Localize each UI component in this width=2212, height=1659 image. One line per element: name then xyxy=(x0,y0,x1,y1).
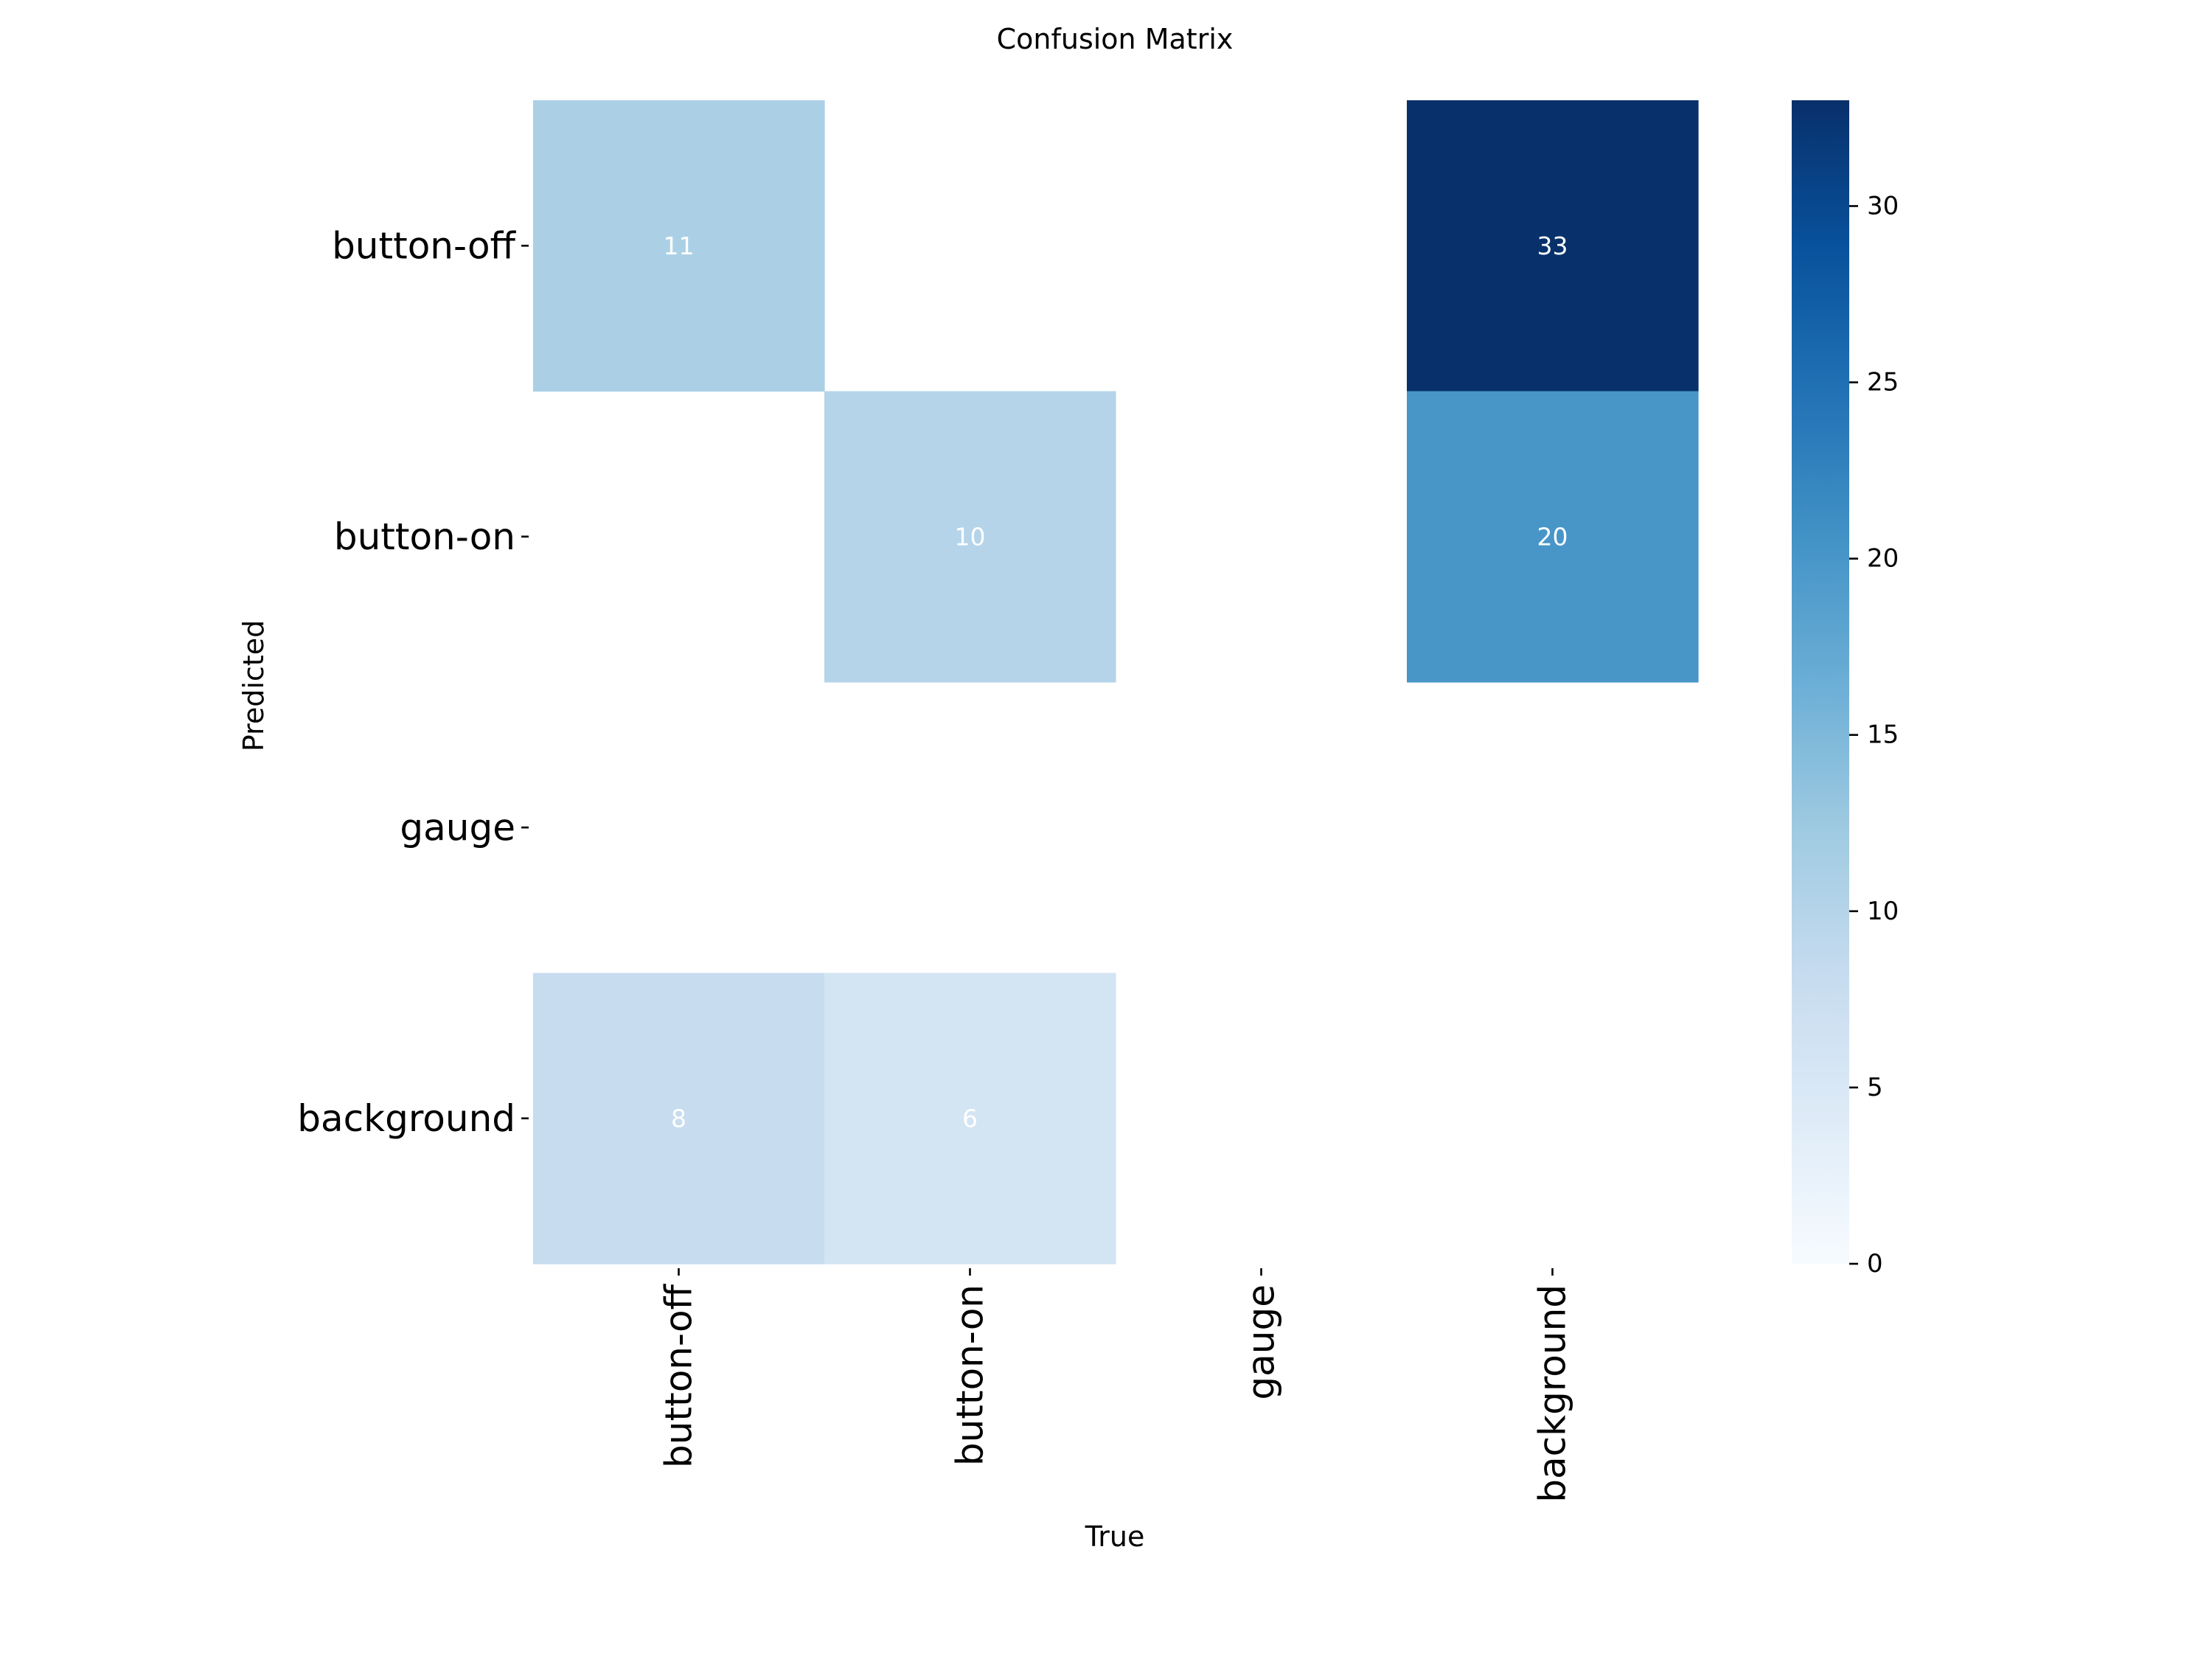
colorbar-tick-label: 30 xyxy=(1867,191,1899,220)
y-tick-label: background xyxy=(297,1097,515,1140)
x-tick-label: gauge xyxy=(1240,1284,1283,1400)
colorbar xyxy=(1792,100,1849,1264)
colorbar-tick-label: 20 xyxy=(1867,544,1899,574)
heatmap-cell xyxy=(533,973,825,1265)
heatmap-cells xyxy=(533,100,1699,1265)
heatmap-cell xyxy=(1407,391,1699,683)
cell-value-label: 33 xyxy=(1537,232,1568,260)
y-tick-label: button-on xyxy=(334,515,515,558)
heatmap-cell-labels: 11 33 10 20 8 6 xyxy=(664,232,1568,1133)
colorbar-ticks: 0 5 10 15 20 25 30 xyxy=(1849,191,1899,1279)
colorbar-tick-label: 15 xyxy=(1867,720,1899,750)
x-axis-label: True xyxy=(1085,1520,1145,1553)
y-tick-label: gauge xyxy=(400,806,515,849)
cell-value-label: 10 xyxy=(955,522,986,551)
colorbar-tick-label: 0 xyxy=(1867,1249,1883,1279)
colorbar-tick-label: 25 xyxy=(1867,368,1899,397)
colorbar-tick-label: 5 xyxy=(1867,1073,1883,1102)
colorbar-tick-label: 10 xyxy=(1867,897,1899,926)
x-axis-ticks: button-off button-on gauge background xyxy=(658,1268,1574,1503)
x-tick-label: button-off xyxy=(658,1283,700,1467)
heatmap-cell xyxy=(1407,100,1699,392)
x-tick-label: button-on xyxy=(949,1284,992,1466)
y-tick-label: button-off xyxy=(332,224,516,267)
cell-value-label: 20 xyxy=(1537,522,1568,551)
cell-value-label: 8 xyxy=(671,1104,686,1133)
y-axis-label: Predicted xyxy=(237,620,270,751)
cell-value-label: 11 xyxy=(664,232,695,260)
heatmap-cell xyxy=(824,973,1116,1265)
y-axis-ticks: button-off button-on gauge background xyxy=(297,224,529,1140)
heatmap-cell xyxy=(533,100,825,392)
x-tick-label: background xyxy=(1531,1284,1574,1503)
chart-title: Confusion Matrix xyxy=(997,23,1234,55)
heatmap-cell xyxy=(824,391,1116,683)
cell-value-label: 6 xyxy=(962,1104,978,1133)
